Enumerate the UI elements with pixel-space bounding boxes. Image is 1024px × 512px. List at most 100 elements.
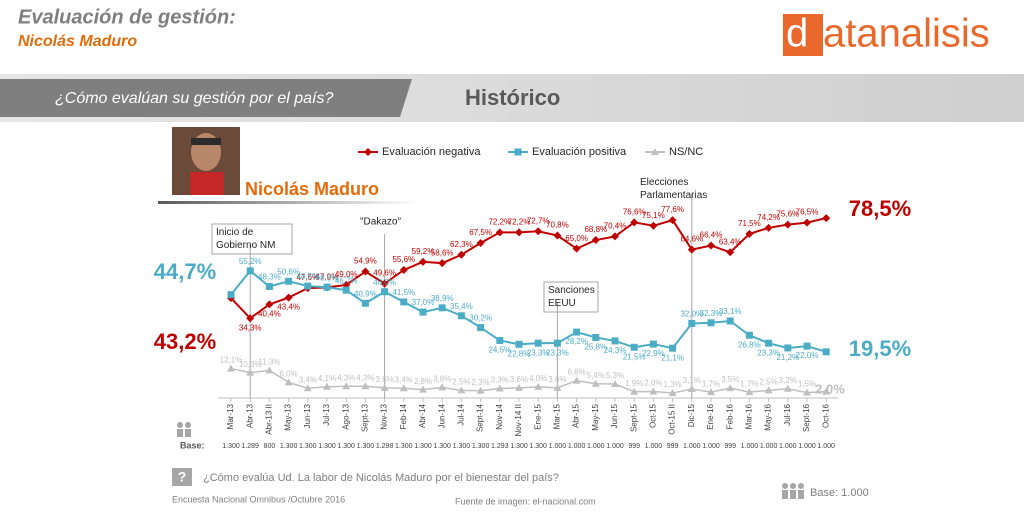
data-label: 3,3% (491, 376, 509, 385)
base-value: 1.300 (510, 443, 528, 450)
name-underline (158, 201, 418, 204)
data-label: 37,0% (412, 298, 435, 307)
data-label: 23,3% (757, 348, 780, 357)
x-tick-label: Dic-15 (687, 403, 696, 427)
data-label: 4,3% (337, 373, 355, 382)
data-label: 25,8% (584, 343, 607, 352)
data-label: 65,0% (565, 234, 588, 243)
point (783, 220, 792, 229)
point (227, 364, 235, 372)
logo-initial: d (786, 12, 808, 56)
data-label: 22,9% (642, 349, 665, 358)
point (803, 342, 811, 350)
point (477, 324, 485, 332)
data-label: 24,3% (604, 346, 627, 355)
point (822, 387, 831, 395)
point (764, 223, 773, 232)
data-label: 48,3% (258, 273, 281, 282)
annotation: "Dakazo" (360, 217, 401, 228)
point (303, 384, 312, 392)
x-tick-label: Mar-15 (553, 403, 562, 429)
x-tick-label: Jun-13 (303, 403, 312, 428)
x-tick-label: Abr-13 (245, 403, 254, 428)
data-label: 28,2% (565, 337, 588, 346)
data-label: 47,6% (296, 273, 319, 282)
data-label: 70,8% (546, 221, 569, 230)
base-row-icon (177, 422, 191, 437)
data-label: 2,5% (759, 377, 777, 386)
base-value: 1.289 (241, 443, 259, 450)
point (361, 299, 369, 307)
point (591, 379, 600, 387)
data-label: 6,0% (279, 370, 297, 379)
base-value: 1.000 (568, 443, 586, 450)
data-label: 1,9% (625, 379, 643, 388)
point (457, 250, 466, 259)
point (380, 383, 389, 391)
point (438, 259, 447, 268)
annotation-box (211, 223, 293, 255)
data-label: 55,6% (392, 255, 415, 264)
data-label: 47,9% (316, 273, 339, 282)
point (668, 216, 677, 225)
x-tick-label: Oct-16 (821, 403, 830, 428)
header-title: Evaluación de gestión: (18, 6, 236, 28)
annotation: Inicio de Gobierno NM (216, 227, 275, 251)
point (707, 319, 715, 327)
point (476, 386, 485, 394)
legend-marker (651, 148, 659, 155)
point (323, 382, 331, 390)
x-tick-label: Oct-15 (649, 403, 658, 428)
question-icon (172, 468, 192, 486)
base-value: 1.300 (472, 443, 490, 450)
point (765, 339, 773, 347)
x-tick-label: Nov-13 (380, 403, 389, 429)
point (399, 384, 408, 392)
point (361, 267, 370, 276)
data-label: 38,9% (431, 294, 454, 303)
point (573, 328, 581, 336)
base-value: 1.000 (817, 443, 835, 450)
data-label: 4,1% (318, 374, 336, 383)
x-tick-label: Feb-14 (399, 403, 408, 429)
point (745, 388, 754, 396)
point (265, 366, 274, 374)
data-label: 21,1% (661, 353, 684, 362)
point (687, 245, 696, 254)
x-tick-label: Abr-15 (572, 403, 581, 428)
section-title: Histórico (465, 85, 560, 110)
point (553, 339, 561, 347)
data-label: 48,5% (296, 272, 319, 281)
data-label: 33,1% (719, 307, 742, 316)
data-label: 26,8% (738, 340, 761, 349)
base-value: 1.300 (337, 443, 355, 450)
x-tick-label: May-16 (764, 403, 773, 430)
point (630, 343, 638, 351)
data-label: 32,0% (680, 310, 703, 319)
x-tick-label: Mar-16 (745, 403, 754, 429)
data-label: 32,3% (700, 309, 723, 318)
point (361, 382, 370, 390)
point (476, 239, 485, 247)
data-label: 23,3% (527, 348, 550, 357)
base-value: 1.000 (645, 443, 663, 450)
legend-marker (364, 148, 372, 156)
logo-box (783, 14, 823, 56)
annotation: Elecciones Parlamentarias (640, 177, 707, 201)
base-value: 1.000 (702, 443, 720, 450)
x-tick-label: Nov-14 (495, 403, 504, 429)
data-label: 1,7% (740, 379, 758, 388)
point (630, 387, 639, 395)
data-label: 76,5% (796, 208, 819, 217)
point (649, 221, 658, 230)
point (457, 312, 465, 320)
point (419, 257, 427, 266)
data-label: 24,5% (488, 346, 511, 355)
data-label: 46,0% (373, 278, 396, 287)
base-value: 1.000 (798, 443, 816, 450)
point (419, 308, 427, 316)
point (572, 244, 581, 253)
point (784, 344, 792, 352)
data-label: 3,8% (433, 374, 451, 383)
base-value: 1.300 (529, 443, 547, 450)
